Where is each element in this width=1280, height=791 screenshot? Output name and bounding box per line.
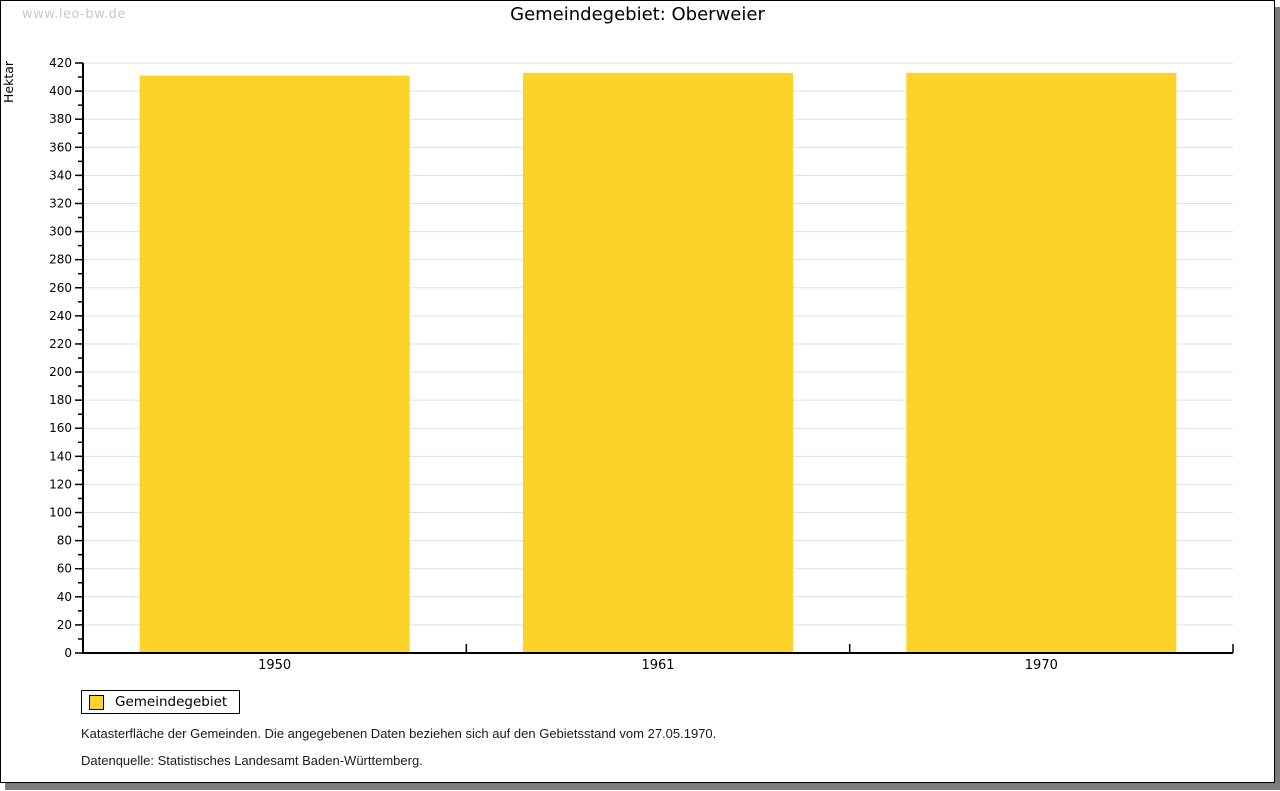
- legend-box: Gemeindegebiet: [81, 690, 241, 714]
- svg-text:380: 380: [49, 112, 72, 126]
- watermark: www.leo-bw.de: [22, 7, 126, 22]
- svg-text:80: 80: [57, 534, 72, 548]
- svg-text:60: 60: [57, 562, 72, 576]
- svg-text:1961: 1961: [641, 658, 674, 673]
- svg-text:340: 340: [49, 168, 72, 182]
- svg-text:1950: 1950: [258, 658, 291, 673]
- svg-text:240: 240: [49, 309, 72, 323]
- bar-chart-svg: 0 20 40 60 80 100 120 140 160 180 200 220 240 260 280 3…: [1, 56, 1234, 673]
- svg-text:220: 220: [49, 337, 72, 351]
- svg-text:20: 20: [57, 618, 72, 632]
- chart-title: Gemeindegebiet: Oberweier: [510, 4, 765, 25]
- svg-text:280: 280: [49, 253, 72, 267]
- svg-text:260: 260: [49, 281, 72, 295]
- footer-note-source-date: Katasterfläche der Gemeinden. Die angege…: [81, 726, 717, 741]
- legend-label: Gemeindegebiet: [115, 694, 228, 710]
- svg-text:320: 320: [49, 196, 72, 210]
- svg-text:120: 120: [49, 477, 72, 491]
- svg-text:Hektar: Hektar: [1, 60, 16, 103]
- svg-text:100: 100: [49, 506, 72, 520]
- svg-text:1970: 1970: [1025, 658, 1058, 673]
- svg-text:180: 180: [49, 393, 72, 407]
- svg-text:0: 0: [64, 646, 72, 660]
- footer-note-data-source: Datenquelle: Statistisches Landesamt Bad…: [81, 753, 423, 768]
- svg-text:360: 360: [49, 140, 72, 154]
- svg-text:400: 400: [49, 84, 72, 98]
- svg-text:200: 200: [49, 365, 72, 379]
- svg-text:160: 160: [49, 421, 72, 435]
- legend-swatch-yellow-square-icon: [89, 694, 104, 710]
- svg-text:40: 40: [57, 590, 72, 604]
- svg-text:420: 420: [49, 56, 72, 70]
- svg-text:140: 140: [49, 449, 72, 463]
- svg-text:300: 300: [49, 225, 72, 239]
